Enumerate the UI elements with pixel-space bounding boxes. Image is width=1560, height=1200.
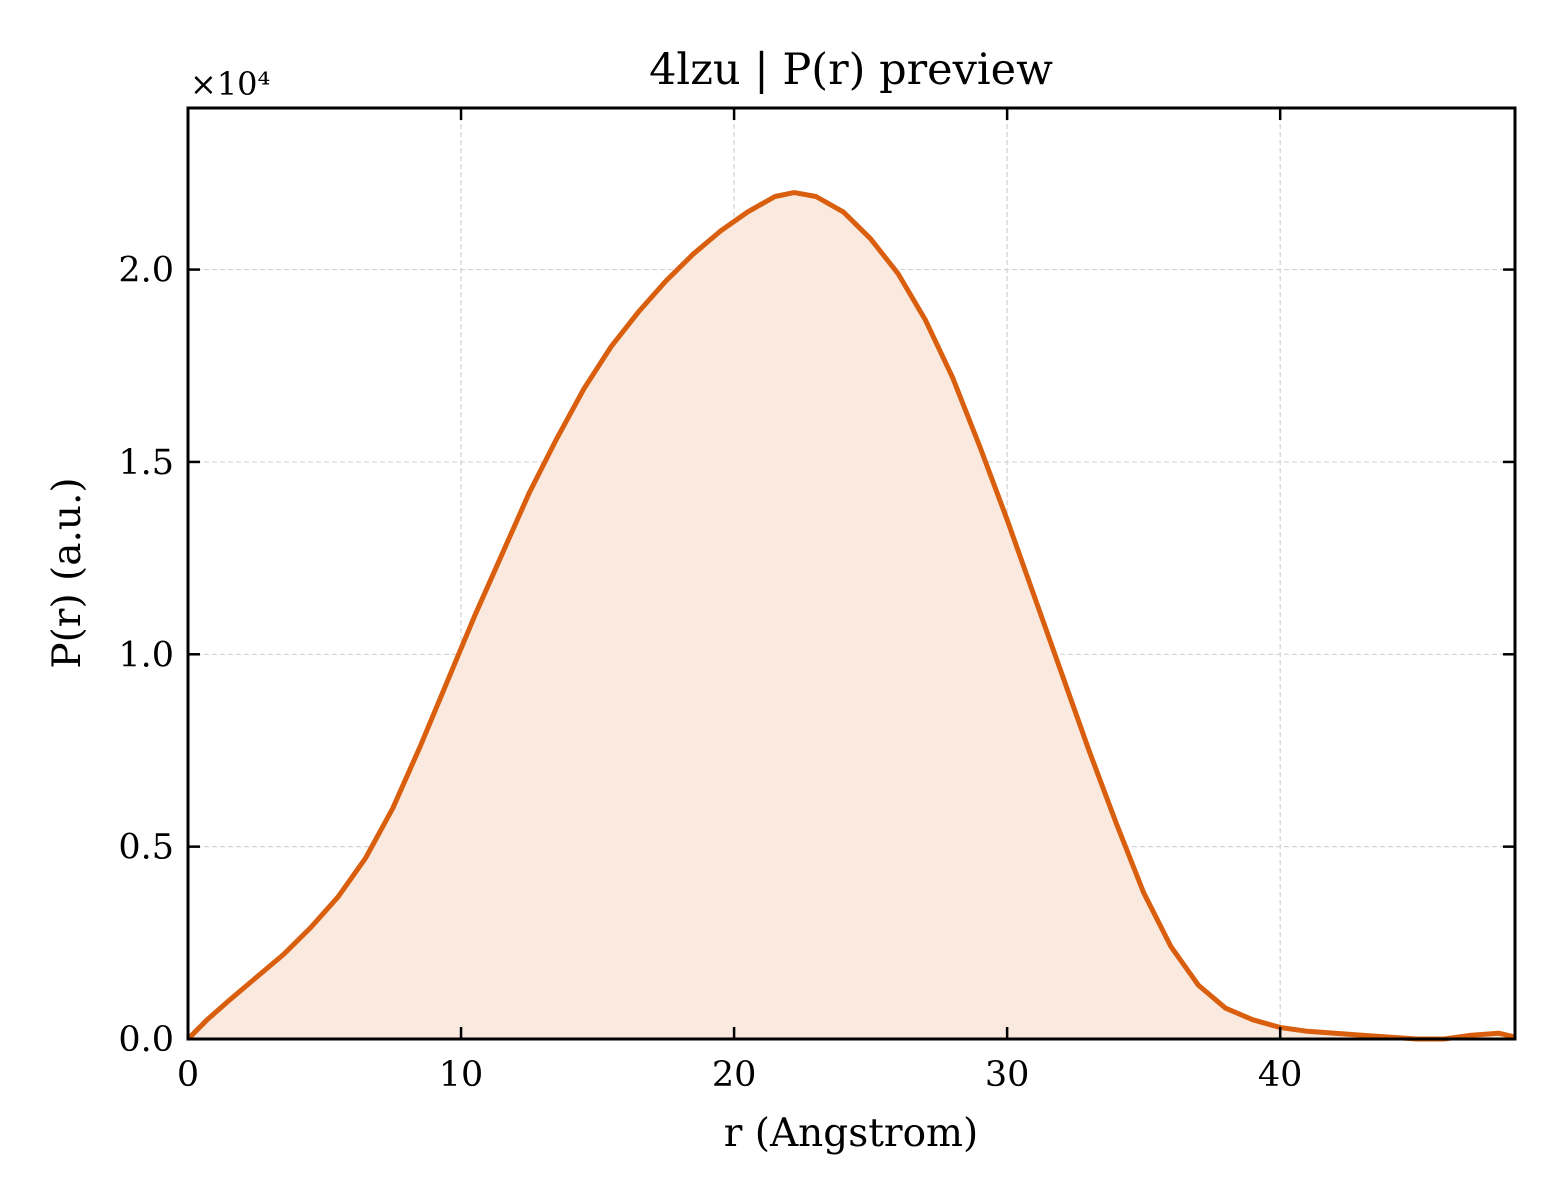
y-tick-label: 2.0 [118, 251, 174, 291]
chart-title: 4lzu | P(r) preview [649, 45, 1053, 95]
y-tick-label: 1.5 [118, 443, 174, 483]
x-tick-label: 40 [1258, 1055, 1303, 1095]
plot-frame [186, 106, 1517, 1041]
x-tick-label: 0 [177, 1055, 199, 1095]
x-tick-label: 30 [985, 1055, 1030, 1095]
x-axis-label: r (Angstrom) [724, 1111, 979, 1156]
y-tick-label: 0.5 [118, 828, 174, 868]
x-axis-ticks: 0 10 20 30 40 [177, 108, 1303, 1095]
y-tick-label: 1.0 [118, 635, 174, 675]
pr-area-fill [188, 192, 1515, 1040]
y-axis-label: P(r) (a.u.) [45, 477, 90, 668]
pr-series-line [186, 190, 1516, 1042]
x-tick-label: 10 [439, 1055, 484, 1095]
y-multiplier-label: ×10⁴ [190, 65, 270, 103]
y-axis-ticks: 0.0 0.5 1.0 1.5 2.0 [118, 251, 1515, 1060]
x-tick-label: 20 [712, 1055, 757, 1095]
y-tick-label: 0.0 [118, 1020, 174, 1060]
